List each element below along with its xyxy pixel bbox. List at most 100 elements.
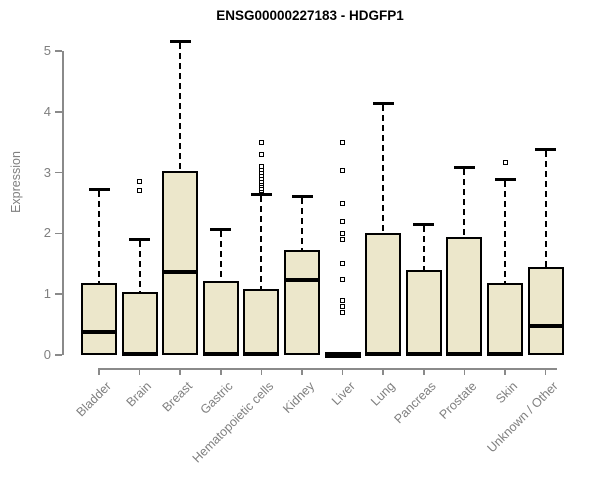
whisker-upper <box>138 240 141 293</box>
whisker-cap-upper <box>453 165 475 169</box>
box-iqr <box>405 269 442 355</box>
median-line <box>243 351 280 356</box>
whisker-cap-upper <box>88 188 110 192</box>
whisker-cap-upper <box>291 195 313 199</box>
outlier-point <box>340 261 346 267</box>
x-category-label: Gastric <box>197 379 236 417</box>
x-axis-tick <box>544 368 547 375</box>
whisker-cap-upper <box>129 237 151 241</box>
whisker-upper <box>504 181 506 284</box>
whisker-upper <box>301 198 303 251</box>
x-category-label: Pancreas <box>391 379 439 427</box>
median-line <box>284 277 320 282</box>
outlier-point <box>340 218 346 224</box>
box-iqr <box>162 170 199 355</box>
x-category-label: Bladder <box>73 379 114 420</box>
median-line <box>202 351 239 356</box>
x-category-label: Breast <box>159 379 196 415</box>
box-iqr <box>121 292 158 355</box>
whisker-upper <box>463 168 466 238</box>
y-tick-label: 2 <box>43 225 51 241</box>
median-line <box>121 351 158 356</box>
y-tick-label: 0 <box>43 347 51 362</box>
whisker-cap-upper <box>494 178 516 182</box>
x-axis-tick <box>301 368 303 375</box>
whisker-upper <box>382 104 385 234</box>
y-tick-label: 4 <box>43 103 51 119</box>
x-axis-line <box>98 368 557 370</box>
y-axis-tick <box>55 111 62 113</box>
y-axis-line <box>62 51 64 355</box>
outlier-point <box>258 151 264 157</box>
x-axis-tick <box>220 368 222 375</box>
x-category-label: Kidney <box>279 379 317 416</box>
y-tick-label: 3 <box>43 164 51 180</box>
whisker-upper <box>422 225 425 270</box>
outlier-point <box>137 188 143 194</box>
box-iqr <box>284 250 320 355</box>
outlier-point <box>137 178 143 184</box>
box-iqr <box>243 289 280 355</box>
x-axis-tick <box>98 368 100 375</box>
outlier-point <box>340 168 346 174</box>
outlier-point <box>340 230 346 236</box>
y-tick-label: 5 <box>43 43 51 58</box>
outlier-point <box>340 200 346 206</box>
median-line <box>162 270 199 275</box>
x-axis-tick <box>423 368 425 375</box>
median-line <box>365 351 402 356</box>
box-iqr <box>81 283 117 355</box>
y-axis-tick <box>55 293 62 295</box>
x-axis-tick <box>260 368 263 375</box>
y-axis-tick <box>55 232 62 235</box>
outlier-point <box>340 303 346 309</box>
outlier-point <box>340 139 346 145</box>
y-tick-label: 1 <box>43 286 51 302</box>
box-iqr <box>446 237 483 355</box>
chart-title: ENSG00000227183 - HDGFP1 <box>216 8 404 23</box>
x-axis-tick <box>138 368 141 375</box>
y-axis-tick <box>55 171 62 174</box>
median-line <box>81 329 117 334</box>
whisker-upper <box>219 231 222 281</box>
whisker-upper <box>544 150 547 267</box>
x-category-label: Brain <box>123 379 155 410</box>
y-axis-tick <box>55 50 62 52</box>
box-iqr <box>365 233 402 355</box>
y-axis-tick <box>55 354 62 356</box>
x-category-label: Skin <box>492 379 520 407</box>
median-line <box>487 351 523 356</box>
outlier-point <box>502 160 508 166</box>
x-axis-tick <box>504 368 506 375</box>
outlier-point <box>340 236 346 242</box>
x-axis-tick <box>382 368 384 375</box>
x-category-label: Unknown / Other <box>484 379 561 456</box>
x-axis-tick <box>463 368 466 375</box>
median-line <box>527 324 564 329</box>
outlier-point <box>340 276 346 282</box>
box-iqr <box>202 280 239 355</box>
x-category-label: Liver <box>328 379 358 409</box>
whisker-cap-upper <box>250 192 272 196</box>
x-category-label: Hematopoietic cells <box>189 379 277 466</box>
y-axis-label: Expression <box>9 151 23 213</box>
x-axis-tick <box>341 368 344 375</box>
whisker-cap-upper <box>535 147 557 151</box>
whisker-upper <box>260 195 263 290</box>
whisker-upper <box>179 43 182 171</box>
outlier-point <box>340 297 346 303</box>
box-iqr <box>487 283 523 355</box>
x-category-label: Prostate <box>436 379 480 422</box>
whisker-cap-upper <box>210 228 232 232</box>
x-axis-tick <box>179 368 181 375</box>
outlier-point <box>258 139 264 145</box>
whisker-cap-upper <box>372 101 394 105</box>
whisker-cap-upper <box>169 40 191 44</box>
outlier-point <box>258 164 264 170</box>
whisker-upper <box>98 191 100 284</box>
box-iqr <box>527 266 564 355</box>
median-line <box>324 351 361 356</box>
median-line <box>405 351 442 356</box>
median-line <box>446 351 483 356</box>
